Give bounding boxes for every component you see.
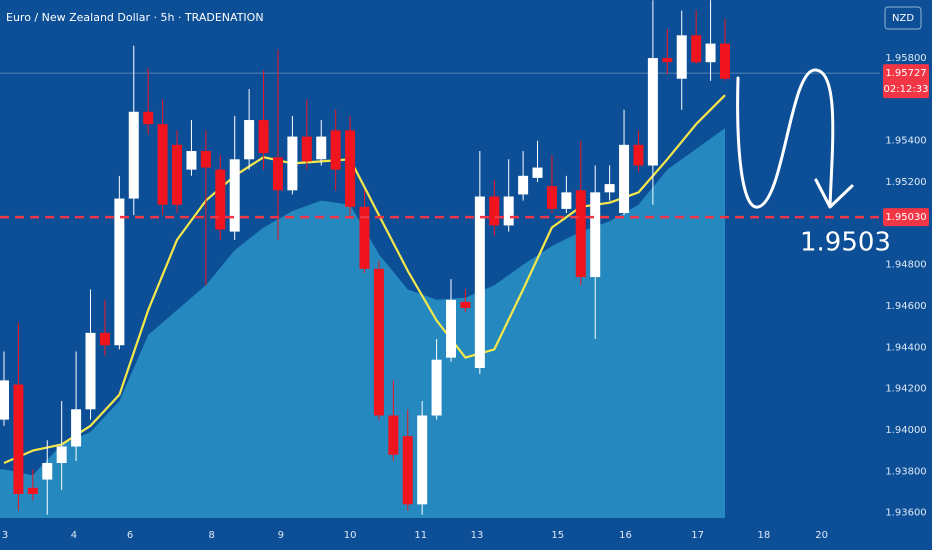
candle-body [330,130,341,170]
candle-body [215,169,226,230]
candle-body [619,144,630,214]
candle-body [532,167,543,178]
candle-body [301,136,312,162]
candle-body [71,409,82,447]
level-label: 1.95030 [885,212,926,223]
ma-line [3,94,726,465]
x-tick-label: 10 [344,530,357,541]
candle-body [676,35,687,79]
candle-body [229,159,240,232]
candle-body [705,43,716,63]
candle-body [42,463,53,480]
candle-body [388,415,399,455]
candle-body [186,151,197,170]
candle-body [719,43,730,79]
candle-body [114,198,125,346]
currency-box[interactable] [884,6,922,30]
annotation: 1.9503 [800,228,891,258]
y-tick-label: 1.94400 [885,342,926,353]
last-price-box [883,64,929,99]
candle-body [143,111,154,125]
candle-body [258,120,269,154]
candle-body [56,446,67,464]
candle-body [244,120,255,160]
x-tick-label: 8 [208,530,214,541]
candle-body [85,332,96,410]
candle-body [662,58,673,63]
plot-area [0,0,880,519]
last-price-label: 1.95727 [885,68,926,79]
candle-body [0,380,9,420]
candle-body [575,190,586,278]
level-label-box [883,208,929,227]
y-tick-label: 1.94600 [885,301,926,312]
candle-body [316,136,327,160]
candle-body [474,196,485,368]
y-tick-label: 1.94200 [885,384,926,395]
candle-body [460,301,471,309]
y-tick-label: 1.95200 [885,177,926,188]
candle-body [157,124,168,205]
candle-body [590,192,601,278]
candle-body [99,332,110,346]
x-tick-label: 16 [619,530,632,541]
candle-body [647,58,658,166]
y-tick-label: 1.93600 [885,508,926,519]
y-tick-label: 1.94800 [885,260,926,271]
candle-body [345,130,356,207]
x-tick-label: 6 [127,530,133,541]
candle-body [561,192,572,209]
candle-body [446,299,457,358]
candle-body [200,151,211,168]
candle-body [417,415,428,505]
x-tick-label: 11 [414,530,427,541]
y-tick-label: 1.94000 [885,425,926,436]
candle-body [373,268,384,416]
candle-body [489,196,500,226]
candle-body [272,157,283,191]
countdown: 02:12:33 [884,84,929,95]
y-tick-label: 1.95400 [885,136,926,147]
y-tick-label: 1.93800 [885,466,926,477]
x-tick-label: 17 [691,530,704,541]
x-tick-label: 20 [815,530,828,541]
candle-body [604,184,615,193]
candle-body [518,175,529,195]
candle-body [546,186,557,209]
candle-body [13,384,24,495]
candle-body [27,487,38,495]
currency[interactable]: NZD [892,13,914,24]
candle-body [431,359,442,416]
x-tick-label: 15 [551,530,564,541]
forecast-arrow [736,68,854,209]
x-tick-label: 18 [758,530,771,541]
candle-body [402,436,413,505]
x-tick-label: 13 [471,530,484,541]
candle-body [172,144,183,205]
candle-body [503,196,514,226]
chart-title: Euro / New Zealand Dollar · 5h · TRADENA… [6,11,264,24]
candle-body [359,206,370,269]
candle-body [128,111,139,199]
y-tick-label: 1.95800 [885,53,926,64]
x-tick-label: 3 [2,530,8,541]
x-tick-label: 4 [71,530,77,541]
x-tick-label: 9 [278,530,284,541]
candle-body [691,35,702,63]
ma-area [0,128,725,519]
candle-body [287,136,298,191]
candle-body [633,144,644,166]
